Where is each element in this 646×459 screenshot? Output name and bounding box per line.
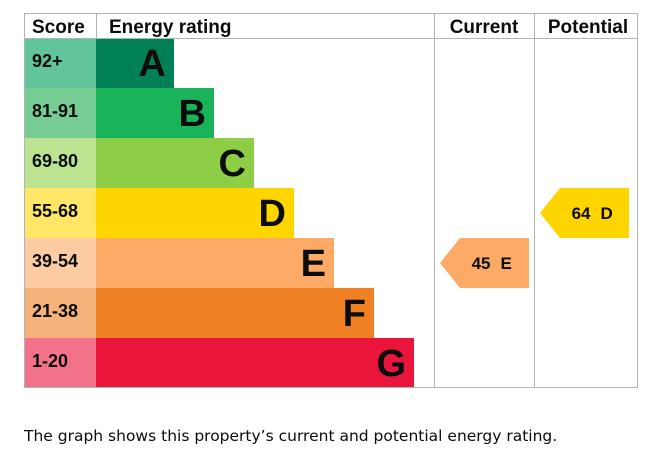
current-rating-arrow <box>440 238 529 288</box>
score-label-e: 39-54 <box>32 251 78 271</box>
score-label-d: 55-68 <box>32 201 78 221</box>
band-bar-c <box>96 138 254 188</box>
band-letter-f: F <box>343 293 366 335</box>
band-letter-c: C <box>219 143 246 185</box>
rating-indicators: 45 E 64 D <box>440 188 629 288</box>
band-letter-d: D <box>259 193 286 235</box>
band-bar-e <box>96 238 334 288</box>
score-label-f: 21-38 <box>32 301 78 321</box>
potential-rating-arrow <box>540 188 629 238</box>
score-cell-f <box>24 288 96 338</box>
score-label-b: 81-91 <box>32 101 78 121</box>
band-bar-d <box>96 188 294 238</box>
score-label-g: 1-20 <box>32 351 68 371</box>
potential-rating-letter: D <box>601 204 613 223</box>
band-bar-b <box>96 88 214 138</box>
band-letter-a: A <box>139 43 166 85</box>
band-letter-b: B <box>179 93 206 135</box>
band-bar-a <box>96 38 174 88</box>
band-bar-f <box>96 288 374 338</box>
chart-grid <box>24 13 638 388</box>
chart-caption: The graph shows this property’s current … <box>24 427 558 445</box>
energy-rating-chart: 92+ A81-91 B69-80 C55-68 D39-54 E21-38 F1-20 G … <box>24 13 638 388</box>
rating-bands: 92+ A 81-91 B 69-80 C 55-68 D 39-54 E 21-38 F 1-20 G <box>24 38 414 388</box>
score-cell-e <box>24 238 96 288</box>
score-label-a: 92+ <box>32 51 63 71</box>
header-current: Current <box>450 17 519 38</box>
score-label-c: 69-80 <box>32 151 78 171</box>
score-cell-a <box>24 38 96 88</box>
chart-frame <box>24 13 638 388</box>
band-letter-e: E <box>301 243 326 285</box>
header-score: Score <box>32 17 85 38</box>
header-potential: Potential <box>548 17 628 38</box>
chart-headers: Score Energy rating Current Potential <box>32 17 628 38</box>
band-bar-g <box>96 338 414 388</box>
score-cell-c <box>24 138 96 188</box>
potential-rating-value: 64 <box>572 204 591 223</box>
current-rating-value: 45 <box>472 254 491 273</box>
band-letter-g: G <box>376 343 406 385</box>
current-rating-letter: E <box>501 254 512 273</box>
score-cell-b <box>24 88 96 138</box>
header-energy-rating: Energy rating <box>109 17 231 38</box>
score-cell-g <box>24 338 96 388</box>
score-cell-d <box>24 188 96 238</box>
